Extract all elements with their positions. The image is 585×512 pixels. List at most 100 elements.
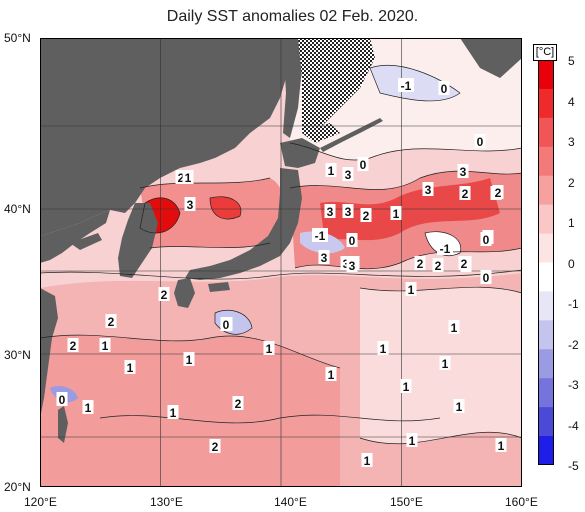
lat-label-50n: 50°N	[4, 31, 31, 45]
contour-label: 1	[325, 163, 337, 178]
contour-label-text: 2	[235, 397, 242, 411]
contour-label-text: 1	[170, 406, 177, 420]
contour-label: 3	[324, 204, 336, 219]
colorbar-tick-neg3: -3	[568, 378, 579, 392]
contour-label: 1	[453, 399, 465, 414]
sst-anomaly-map: 213130-10332120-1033221322300-1332200122…	[40, 38, 522, 487]
contour-label-bg	[459, 186, 471, 200]
contour-label-text: 1	[127, 361, 134, 375]
contour-label-bg	[405, 282, 417, 296]
contour-label-bg	[492, 185, 504, 199]
contour-label-bg	[183, 352, 195, 366]
contour-label-bg	[318, 250, 330, 264]
land-china-south	[40, 288, 58, 418]
contour-label-bg	[457, 164, 469, 178]
anomaly-japan-sea-core-east	[210, 196, 241, 219]
contour-label-bg	[480, 232, 492, 246]
lon-label-130e: 130°E	[150, 495, 183, 509]
contour-label: 0	[438, 81, 450, 96]
contour-label-text: 1	[85, 401, 92, 415]
contour-label-bg	[175, 170, 187, 184]
contour-label-bg	[167, 405, 179, 419]
contour-label-bg	[390, 206, 402, 220]
contour-label-text: 3	[460, 165, 467, 179]
contour-label-bg	[99, 338, 111, 352]
contour-label: 3	[318, 250, 330, 265]
contour-label: 2	[175, 170, 187, 185]
colorbar-segment	[538, 291, 554, 321]
contour-label-text: 2	[178, 171, 185, 185]
contour-label-text: 2	[108, 315, 115, 329]
contour-label: 1	[124, 360, 136, 375]
land-shikoku	[208, 282, 230, 292]
colorbar-tick-0: 0	[568, 257, 575, 271]
contour-label-bg	[82, 400, 94, 414]
contour-label-text: 3	[349, 259, 356, 273]
contour-label-bg	[406, 433, 418, 447]
colorbar-unit: [°C]	[533, 44, 557, 61]
colorbar-segment	[538, 407, 554, 437]
contour-label: 2	[360, 208, 372, 223]
contour-label: 1	[182, 170, 194, 185]
contour-label-bg	[474, 134, 486, 148]
colorbar-tick-neg1: -1	[568, 297, 579, 311]
contour-label: 1	[183, 352, 195, 367]
contour-label-text: -1	[440, 242, 451, 256]
lat-label-40n: 40°N	[4, 202, 31, 216]
colorbar-tick-2: 2	[568, 176, 575, 190]
contour-label: 1	[82, 400, 94, 415]
colorbar-segment	[538, 146, 554, 177]
contour-label-bg	[124, 360, 136, 374]
contour-label-text: 2	[461, 257, 468, 271]
contour-label-text: 3	[321, 251, 328, 265]
colorbar-tick-5: 5	[568, 54, 575, 68]
contour-label-text: 1	[442, 357, 449, 371]
contour-label-text: 3	[343, 257, 350, 271]
contour-label-text: 0	[59, 393, 66, 407]
contour-label-bg	[346, 258, 358, 272]
anomaly-japan-sea	[140, 178, 285, 248]
contour-label-bg	[325, 163, 337, 177]
colorbar-segment	[538, 349, 554, 379]
contour-label-text: 1	[451, 321, 458, 335]
contour-label-bg	[360, 208, 372, 222]
contour-label: 1	[377, 341, 389, 356]
contour-label-bg	[158, 287, 170, 301]
contour-label-text: 0	[360, 158, 367, 172]
contour-label: 0	[480, 232, 492, 247]
anomaly-warm-zone-southwest	[40, 335, 340, 487]
contour-label-text: 0	[441, 82, 448, 96]
colorbar-segment	[538, 60, 554, 90]
contour-label: 2	[492, 185, 504, 200]
land-shandong	[70, 233, 102, 250]
contour-label-layer: 213130-10332120-1033221322300-1332200122…	[56, 78, 507, 468]
contour-label-bg	[346, 233, 358, 247]
colorbar-tick-1: 1	[568, 216, 575, 230]
colorbar-segment	[538, 175, 554, 206]
colorbar-segment	[538, 88, 554, 119]
colorbar-segment	[538, 378, 554, 408]
contour-label-bg	[67, 338, 79, 352]
anomaly-kuroshio-core	[320, 178, 500, 243]
contour-label-text: 1	[186, 353, 193, 367]
contour-label-text: 1	[403, 380, 410, 394]
contour-label-text: 0	[349, 234, 356, 248]
contour-label-text: 2	[70, 339, 77, 353]
contour-label: 1	[448, 320, 460, 335]
contour-label-text: 3	[425, 183, 432, 197]
colorbar-segment	[538, 204, 554, 235]
contour-label-text: 3	[345, 205, 352, 219]
contour-label-bg	[438, 81, 450, 95]
colorbar-segment	[538, 233, 554, 263]
colorbar-tick-neg2: -2	[568, 338, 579, 352]
contour-label: 1	[439, 356, 451, 371]
contour-label-bg	[377, 341, 389, 355]
contour-label: 2	[67, 338, 79, 353]
contour-label-text: 1	[380, 342, 387, 356]
contour-label-text: 0	[483, 271, 490, 285]
contour-label-bg	[437, 241, 453, 255]
contour-label-bg	[422, 182, 434, 196]
contour-label: 1	[400, 379, 412, 394]
contour-label-text: 0	[477, 135, 484, 149]
contour-label-bg	[209, 439, 221, 453]
